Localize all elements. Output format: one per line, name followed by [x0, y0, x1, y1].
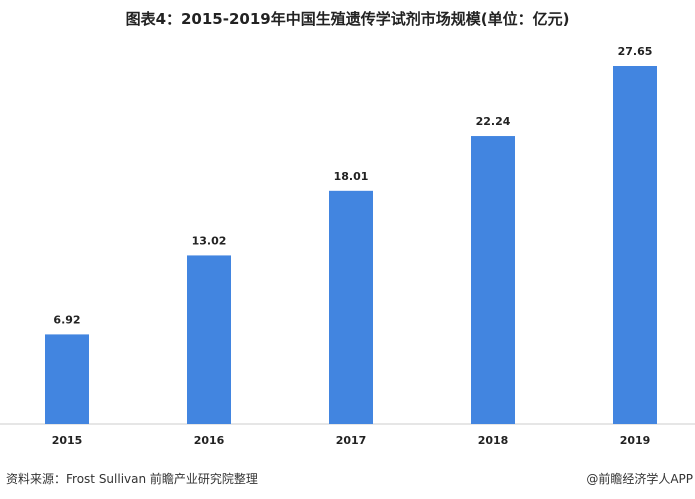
bar-2016: [187, 255, 231, 424]
x-tick-label: 2018: [478, 434, 509, 447]
credit-note: @前瞻经济学人APP: [586, 472, 693, 486]
chart-title: 图表4：2015-2019年中国生殖遗传学试剂市场规模(单位：亿元): [125, 10, 570, 28]
bar-2015: [45, 334, 89, 424]
data-label: 27.65: [618, 45, 653, 58]
data-label: 22.24: [476, 115, 511, 128]
source-note: 资料来源：Frost Sullivan 前瞻产业研究院整理: [6, 472, 258, 486]
x-tick-label: 2017: [336, 434, 367, 447]
x-tick-label: 2019: [620, 434, 651, 447]
data-label: 18.01: [334, 170, 369, 183]
data-label: 13.02: [192, 234, 227, 247]
bar-2018: [471, 136, 515, 424]
x-tick-label: 2016: [194, 434, 225, 447]
data-label: 6.92: [53, 313, 80, 326]
bar-2017: [329, 190, 373, 424]
x-tick-label: 2015: [52, 434, 83, 447]
bar-2019: [613, 66, 657, 424]
